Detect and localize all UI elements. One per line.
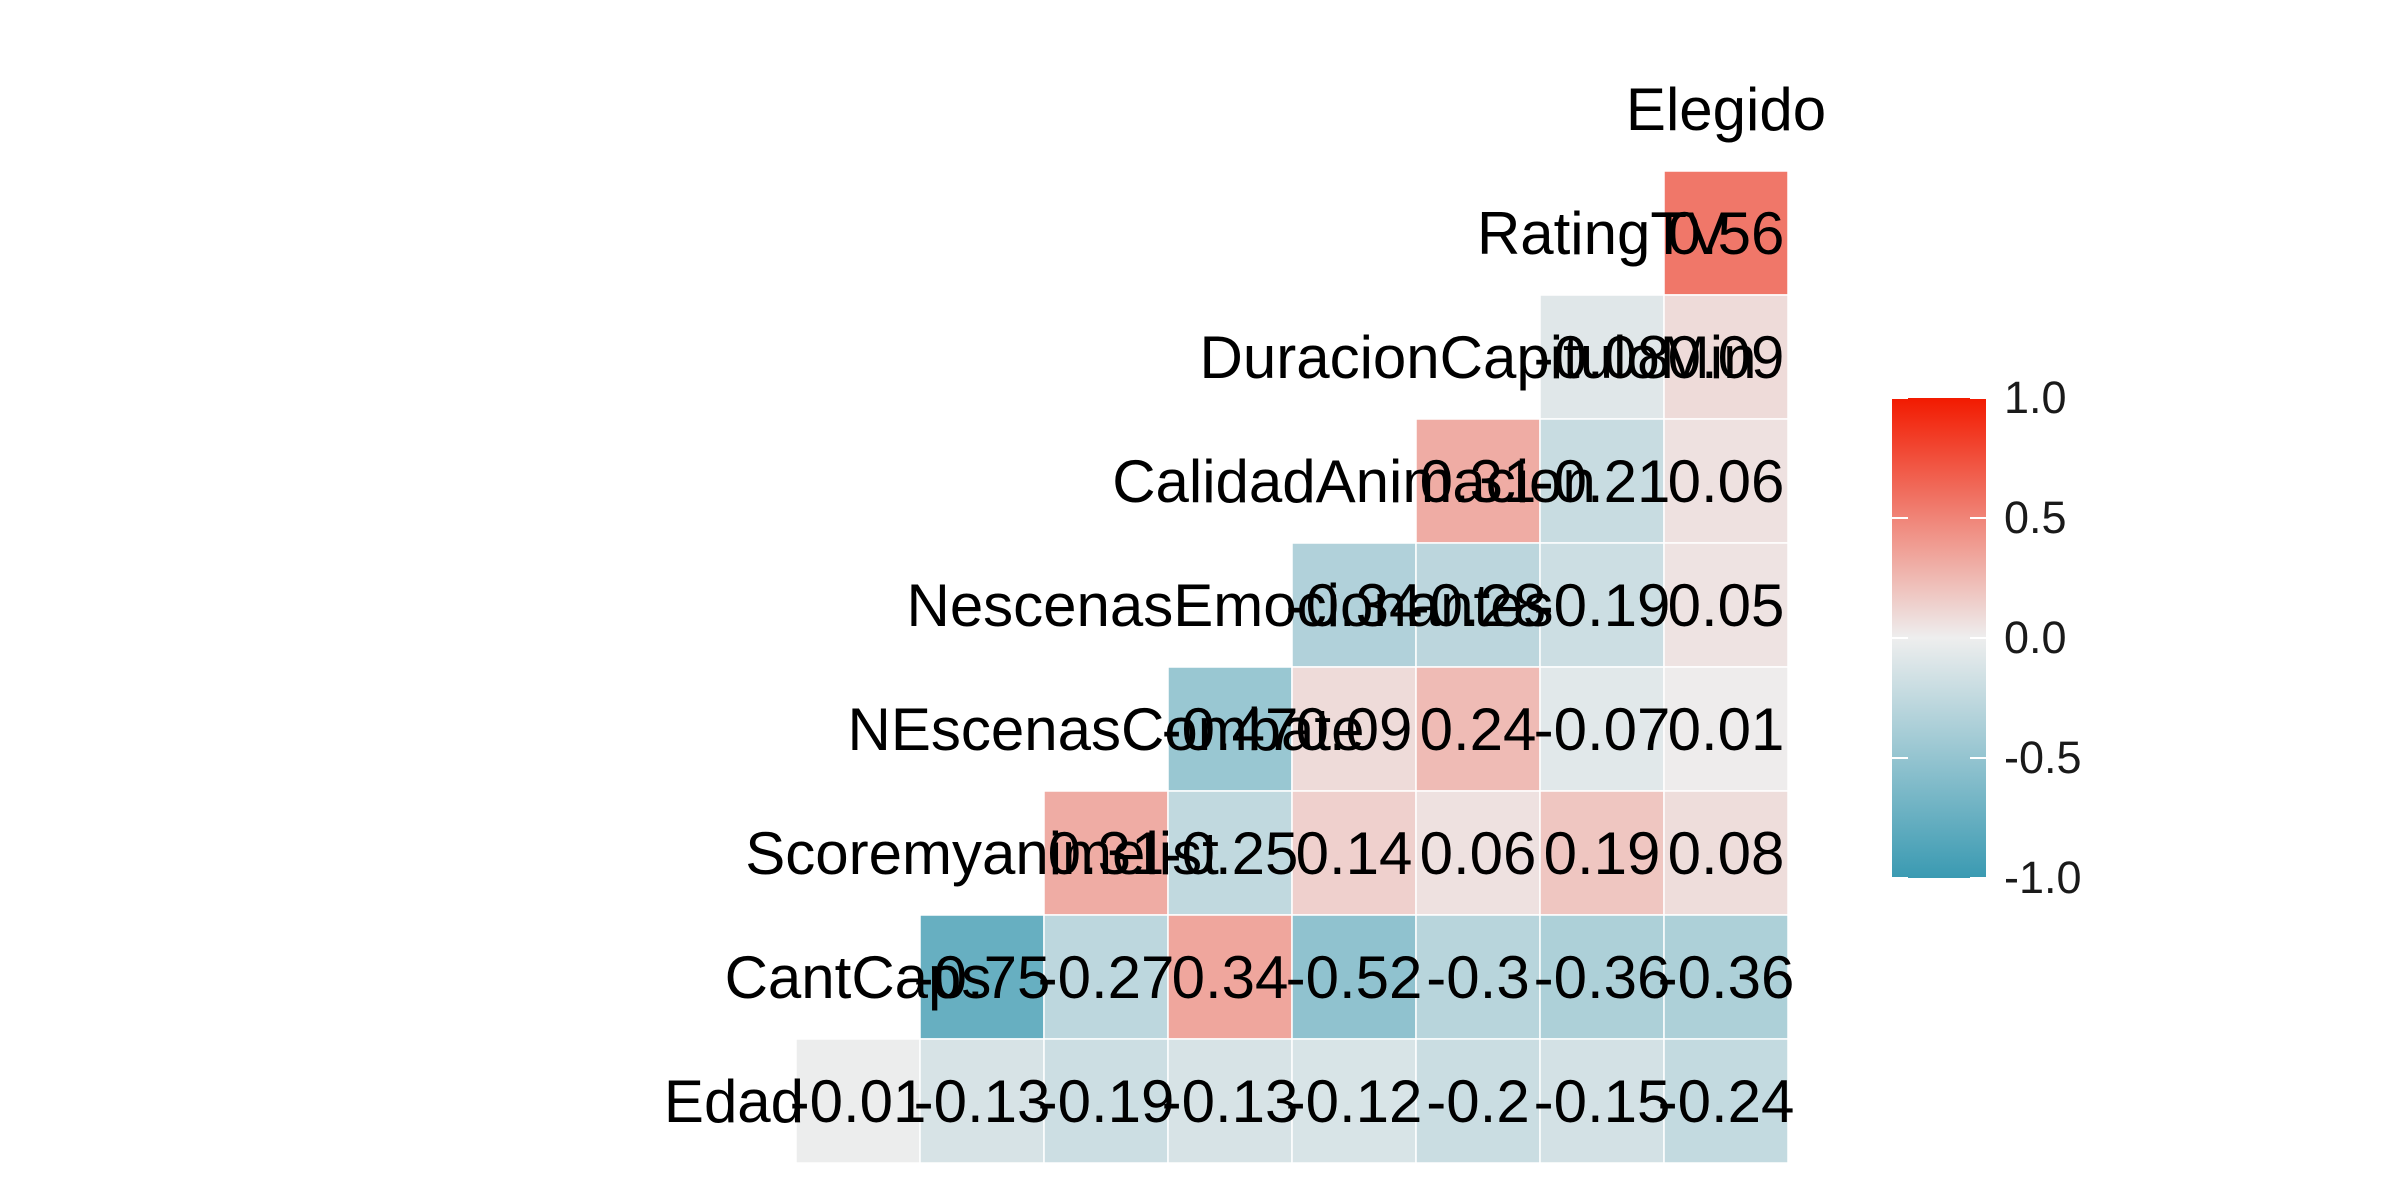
legend-tick-label: -1.0 xyxy=(2004,852,2082,903)
heatmap-cell xyxy=(1043,914,1169,1040)
heatmap-cell xyxy=(1663,1038,1789,1164)
cell-value-label: -0.19 xyxy=(1038,1068,1175,1135)
heatmap-cell xyxy=(1539,914,1665,1040)
variable-label: RatingTV xyxy=(1477,200,1727,267)
cell-value-label: -0.13 xyxy=(914,1068,1051,1135)
variable-label: NescenasEmocionantes xyxy=(906,572,1553,639)
cell-value-label: 0.08 xyxy=(1668,820,1785,887)
cell-value-label: 0.56 xyxy=(1668,200,1785,267)
cell-value-label: -0.47 xyxy=(1162,696,1299,763)
cell-value-label: -0.34 xyxy=(1286,572,1423,639)
heatmap-cell xyxy=(1663,790,1789,916)
heatmap-cell xyxy=(1167,790,1293,916)
cell-value-label: 0.09 xyxy=(1296,696,1413,763)
variable-label: CantCaps xyxy=(725,944,992,1011)
cell-value-label: 0.06 xyxy=(1668,448,1785,515)
legend-tick-label: -0.5 xyxy=(2004,732,2082,783)
cell-value-label: -0.21 xyxy=(1534,448,1671,515)
variable-label: Elegido xyxy=(1626,76,1826,143)
heatmap-cell xyxy=(1291,914,1417,1040)
variable-label: NEscenasCombate xyxy=(848,696,1365,763)
cell-value-label: -0.01 xyxy=(790,1068,927,1135)
heatmap-cell xyxy=(1539,666,1665,792)
variable-labels-layer: Elegido RatingTV DuracionCapituloMin Calida… xyxy=(664,76,1826,1135)
cell-value-label: -0.52 xyxy=(1286,944,1423,1011)
variable-label: Edad xyxy=(664,1068,804,1135)
legend-tick-label: 0.5 xyxy=(2004,492,2067,543)
cell-value-label: -0.12 xyxy=(1286,1068,1423,1135)
cell-value-label: -0.19 xyxy=(1534,572,1671,639)
heatmap-cell xyxy=(1291,666,1417,792)
heatmap-cell xyxy=(1539,790,1665,916)
cell-value-label: -0.36 xyxy=(1534,944,1671,1011)
variable-label: DuracionCapituloMin xyxy=(1200,324,1757,391)
cell-value-label: -0.28 xyxy=(1410,572,1547,639)
heatmap-cell xyxy=(1663,418,1789,544)
heatmap-cell xyxy=(1663,294,1789,420)
cell-value-label: -0.07 xyxy=(1534,696,1671,763)
cell-value-label: 0.24 xyxy=(1420,696,1537,763)
legend-tick-label: 1.0 xyxy=(2004,372,2067,423)
variable-label: Scoremyanimelist xyxy=(745,820,1219,887)
heatmap-cell xyxy=(1663,542,1789,668)
heatmap-cell xyxy=(1663,914,1789,1040)
heatmap-cell xyxy=(1415,1038,1541,1164)
heatmap-cell xyxy=(1415,790,1541,916)
cell-value-label: -0.25 xyxy=(1162,820,1299,887)
heatmap-cell xyxy=(1291,790,1417,916)
variable-label: CalidadAnimacion xyxy=(1112,448,1596,515)
heatmap-cell xyxy=(1043,790,1169,916)
cell-value-label: 0.19 xyxy=(1544,820,1661,887)
heatmap-cell xyxy=(1663,666,1789,792)
cell-value-label: -0.08 xyxy=(1534,324,1671,391)
heatmap-cell xyxy=(1539,1038,1665,1164)
cell-value-label: 0.34 xyxy=(1172,944,1289,1011)
color-legend: 1.0 0.5 0.0 -0.5 -1.0 xyxy=(1892,372,2082,903)
heatmap-cell xyxy=(1663,170,1789,296)
cell-value-label: -0.75 xyxy=(914,944,1051,1011)
cell-value-label: -0.3 xyxy=(1426,944,1529,1011)
cell-value-label: 0.14 xyxy=(1296,820,1413,887)
cell-value-label: -0.15 xyxy=(1534,1068,1671,1135)
heatmap-cell xyxy=(1415,418,1541,544)
cell-value-label: 0.06 xyxy=(1420,820,1537,887)
cell-value-label: 0.01 xyxy=(1668,696,1785,763)
cells-layer: 0.56-0.080.090.31-0.210.06-0.34-0.28-0.1… xyxy=(790,170,1795,1164)
heatmap-cell xyxy=(1043,1038,1169,1164)
heatmap-cell xyxy=(795,1038,921,1164)
heatmap-cell xyxy=(1415,666,1541,792)
cell-value-label: -0.13 xyxy=(1162,1068,1299,1135)
cell-value-label: -0.36 xyxy=(1658,944,1795,1011)
cell-value-label: -0.27 xyxy=(1038,944,1175,1011)
cell-value-label: 0.31 xyxy=(1048,820,1165,887)
cell-value-label: -0.24 xyxy=(1658,1068,1795,1135)
heatmap-cell xyxy=(1415,542,1541,668)
cell-value-label: 0.09 xyxy=(1668,324,1785,391)
legend-tick-label: 0.0 xyxy=(2004,612,2067,663)
heatmap-cell xyxy=(919,914,1045,1040)
heatmap-cell xyxy=(1539,418,1665,544)
cell-value-label: 0.05 xyxy=(1668,572,1785,639)
cell-value-label: -0.2 xyxy=(1426,1068,1529,1135)
heatmap-cell xyxy=(1539,294,1665,420)
cell-value-label: 0.31 xyxy=(1420,448,1537,515)
